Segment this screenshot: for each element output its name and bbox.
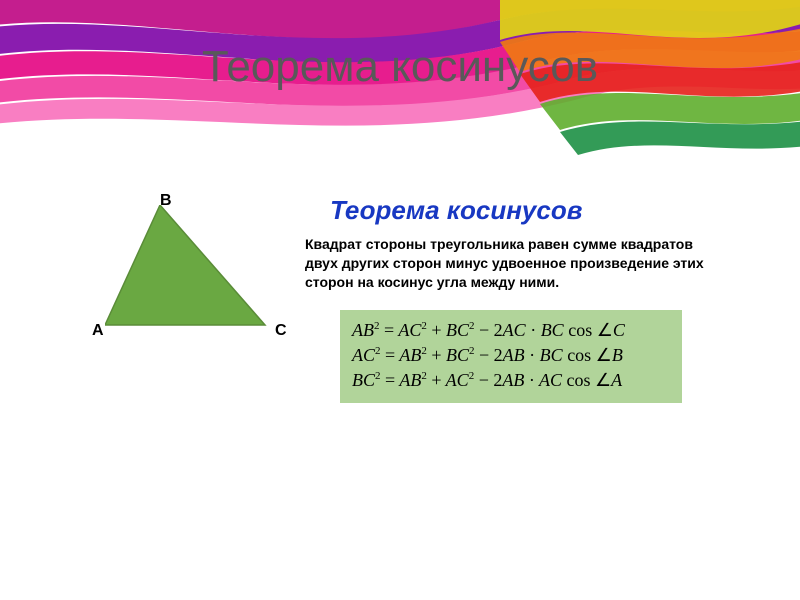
vertex-label-a: A — [92, 322, 104, 340]
theorem-statement: Квадрат стороны треугольника равен сумме… — [305, 235, 705, 292]
vertex-label-b: B — [160, 192, 172, 210]
formula-line: AC2 = AB2 + BC2 − 2AB · BC cos ∠B — [352, 343, 670, 368]
formula-box: AB2 = AC2 + BC2 − 2AC · BC cos ∠CAC2 = A… — [340, 310, 682, 403]
triangle-figure — [105, 205, 285, 345]
slide-title: Теорема косинусов — [0, 42, 800, 92]
theorem-subtitle: Теорема косинусов — [330, 195, 582, 226]
formula-line: BC2 = AB2 + AC2 − 2AB · AC cos ∠A — [352, 368, 670, 393]
formula-line: AB2 = AC2 + BC2 − 2AC · BC cos ∠C — [352, 318, 670, 343]
decorative-ribbons — [0, 0, 800, 220]
vertex-label-c: C — [275, 322, 287, 340]
